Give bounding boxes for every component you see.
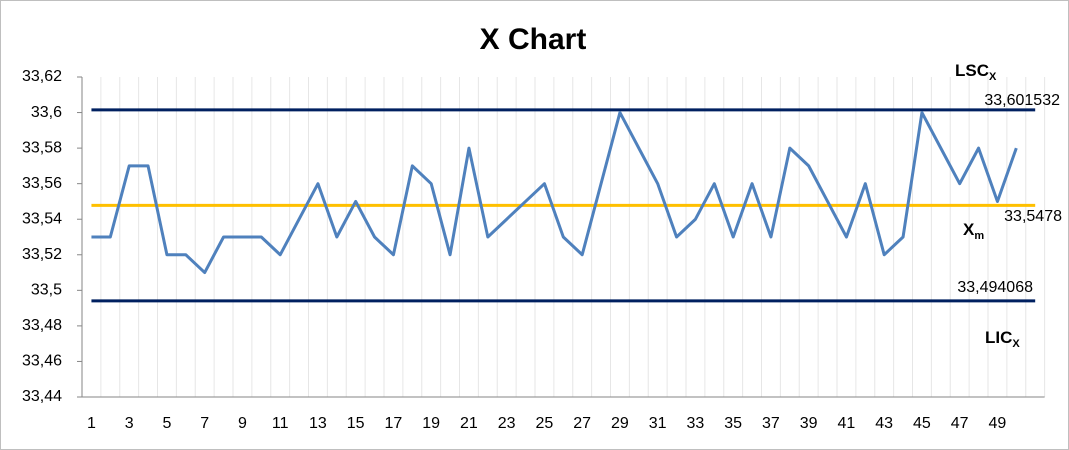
x-tick-label: 25	[536, 415, 554, 432]
x-tick-label: 35	[724, 415, 742, 432]
control-tag-text: LSC	[955, 61, 989, 80]
control-tag: Xm	[963, 220, 984, 241]
control-tag: LICX	[985, 328, 1020, 349]
y-tick-label: 33,54	[22, 210, 62, 227]
x-tick-label: 49	[989, 415, 1007, 432]
x-tick-label: 39	[800, 415, 818, 432]
y-tick-label: 33,46	[22, 353, 62, 370]
x-tick-label: 21	[460, 415, 478, 432]
y-tick-label: 33,52	[22, 246, 62, 263]
x-tick-label: 33	[687, 415, 705, 432]
x-tick-label: 37	[762, 415, 780, 432]
y-tick-label: 33,56	[22, 175, 62, 192]
x-tick-label: 3	[125, 415, 134, 432]
control-tag-text: X	[963, 220, 975, 239]
y-tick-label: 33,48	[22, 317, 62, 334]
x-tick-label: 11	[272, 415, 289, 432]
control-tag-sub: X	[989, 71, 997, 83]
x-tick-label: 7	[200, 415, 209, 432]
x-tick-label: 15	[347, 415, 365, 432]
y-tick-label: 33,44	[22, 388, 62, 405]
x-tick-label: 9	[238, 415, 247, 432]
y-tick-label: 33,6	[31, 104, 62, 121]
x-tick-label: 19	[422, 415, 440, 432]
x-tick-label: 29	[611, 415, 629, 432]
control-tag: LSCX	[955, 61, 997, 82]
x-tick-label: 5	[162, 415, 171, 432]
x-tick-label: 13	[309, 415, 327, 432]
control-value-label: 33,494068	[957, 279, 1033, 296]
control-tag-sub: m	[974, 230, 984, 242]
y-tick-label: 33,58	[22, 139, 62, 156]
x-tick-label: 31	[649, 415, 667, 432]
x-tick-label: 27	[573, 415, 591, 432]
y-tick-label: 33,62	[22, 68, 62, 85]
x-tick-label: 45	[913, 415, 931, 432]
x-tick-label: 41	[838, 415, 856, 432]
chart-title: X Chart	[480, 23, 587, 56]
control-value-label: 33,5478	[1004, 208, 1062, 225]
x-tick-label: 43	[875, 415, 893, 432]
x-tick-label: 17	[385, 415, 403, 432]
x-tick-label: 47	[951, 415, 969, 432]
x-tick-label: 1	[87, 415, 96, 432]
control-tag-sub: X	[1012, 338, 1020, 350]
data-line	[91, 111, 1018, 275]
control-value-label: 33,601532	[984, 92, 1060, 109]
x-tick-label: 23	[498, 415, 516, 432]
y-tick-label: 33,5	[31, 282, 62, 299]
control-tag-text: LIC	[985, 328, 1012, 347]
